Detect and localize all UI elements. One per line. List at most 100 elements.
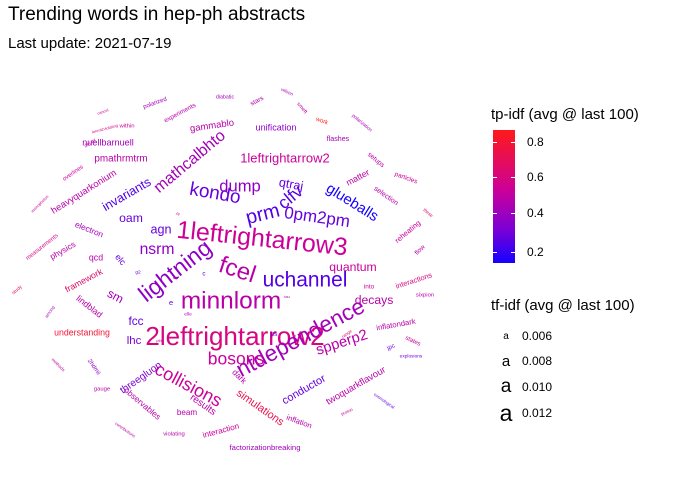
cloud-word: minnlorm [181,287,281,314]
size-legend-glyph: a [499,399,513,426]
cloud-word: 2leftrightarrow2 [145,321,324,351]
cloud-word: sixpion [416,293,434,299]
cloud-word: prm [244,199,283,229]
cloud-word: cosmological [373,392,396,410]
cloud-word: oam [119,211,143,225]
size-legend-row: a 0.006 [493,325,552,347]
cloud-word: reheating [393,218,422,245]
cloud-word: electron [74,219,106,240]
cloud-word: particles [394,171,419,186]
cloud-word: nuellbarnuell [82,137,134,147]
cloud-word: quantum [329,260,376,274]
cloud-word: sm [105,286,126,306]
cloud-word: these [422,207,434,218]
cloud-word: 2hdmii [86,358,102,377]
chart-subtitle: Last update: 2021-07-19 [8,35,172,52]
size-legend-glyph: a [503,330,509,342]
cloud-word: 1leftrightarrow2 [240,150,330,165]
cloud-word: lindblad [74,293,104,320]
size-legend-row: a 0.012 [493,399,553,426]
chart-title: Trending words in hep-ph abstracts [8,4,306,25]
cloud-word: sd [173,275,177,280]
cloud-word: interaction [202,421,240,439]
cloud-word: cancel [97,107,110,116]
cloud-word: qtraj [278,175,305,193]
cloud-word: twoquarkflavour [324,364,388,407]
size-legend-row: a 0.008 [493,350,552,372]
cloud-word: fcel [216,251,260,288]
cloud-word: within [118,124,134,130]
cloud-word: agn [150,222,171,236]
size-legend-row: a 0.010 [493,376,552,398]
cloud-word: among [44,304,56,318]
cloud-word: interactions [394,270,433,290]
cloud-word: smeft [295,101,308,115]
cloud-word: ps [270,331,278,338]
cloud-word: conductor [280,372,328,407]
color-legend-bar [493,130,515,263]
cloud-word: experiments [163,102,197,125]
size-legend-glyph: a [501,352,511,370]
cloud-word: matter [344,167,371,188]
cloud-word: nsrm [140,241,175,258]
cloud-word: bosons [208,349,265,369]
cloud-word: inflatondark [376,317,417,333]
cloud-word: study [11,284,24,296]
cloud-word: monophoton [30,193,50,213]
cloud-word: lorentzviolating [91,123,118,135]
cloud-word: overlines [62,164,85,182]
size-legend-label: 0.012 [522,406,553,420]
cloud-word: proton [340,407,354,417]
cloud-word: c [202,271,206,278]
cloud-word: qcd [89,252,103,262]
size-legend-title: tf-idf (avg @ last 100) [491,297,635,314]
cloud-word: pmathrmtrm [94,154,147,165]
cloud-word: polarized [142,96,168,111]
cloud-word: b [294,333,297,338]
cloud-word: states [404,334,422,347]
color-legend-tick: 0.2 [527,245,544,259]
cloud-word: understanding [54,327,110,337]
cloud-word: elc [113,252,128,268]
size-legend-label: 0.008 [522,354,553,368]
cloud-word: lhc [127,335,142,347]
cloud-word: work [314,116,329,126]
cloud-word: gauge [94,387,111,393]
cloud-word: observables [122,385,163,422]
cloud-word: unification [256,122,297,132]
color-legend-tick: 0.4 [527,206,544,220]
cloud-word: flow [414,243,427,256]
cloud-word: decays [355,293,394,307]
color-legend-tick: 0.8 [527,135,544,149]
cloud-word: pt [175,211,181,218]
cloud-word: simulations [234,387,286,429]
cloud-word: framework [63,266,104,294]
cloud-word: factorizationbreaking [230,443,301,452]
word-cloud: 2leftrightarrow21leftrightarrow3minnlorm… [11,87,435,452]
cloud-word: explosions [400,353,423,359]
cloud-word: polarization [350,113,373,134]
cloud-word: jpc [385,342,396,352]
cloud-word: setups [366,151,386,169]
size-legend-label: 0.006 [522,329,553,343]
cloud-word: g2 [135,269,141,275]
cloud-word: flashes [327,135,350,143]
color-legend-title: tp-idf (avg @ last 100) [491,106,639,123]
cloud-word: fcc [128,314,143,328]
cloud-word: stars [249,95,265,108]
cloud-word: diabatic [216,94,235,100]
color-legend-tick: 0.6 [527,170,544,184]
cloud-word: range [341,328,354,339]
cloud-word: e [169,298,173,307]
cloud-word: into [364,284,375,291]
cloud-word: beam [177,408,198,417]
cloud-word: dump [219,176,261,195]
cloud-word: contributions [114,421,136,439]
cloud-word: pth [156,338,162,343]
size-legend-label: 0.010 [522,380,553,394]
cloud-word: elle [184,311,192,317]
cloud-word: tau [284,294,290,299]
cloud-word: inflation [285,413,313,431]
cloud-word: methods [51,357,67,373]
cloud-word: uchannel [263,269,348,292]
